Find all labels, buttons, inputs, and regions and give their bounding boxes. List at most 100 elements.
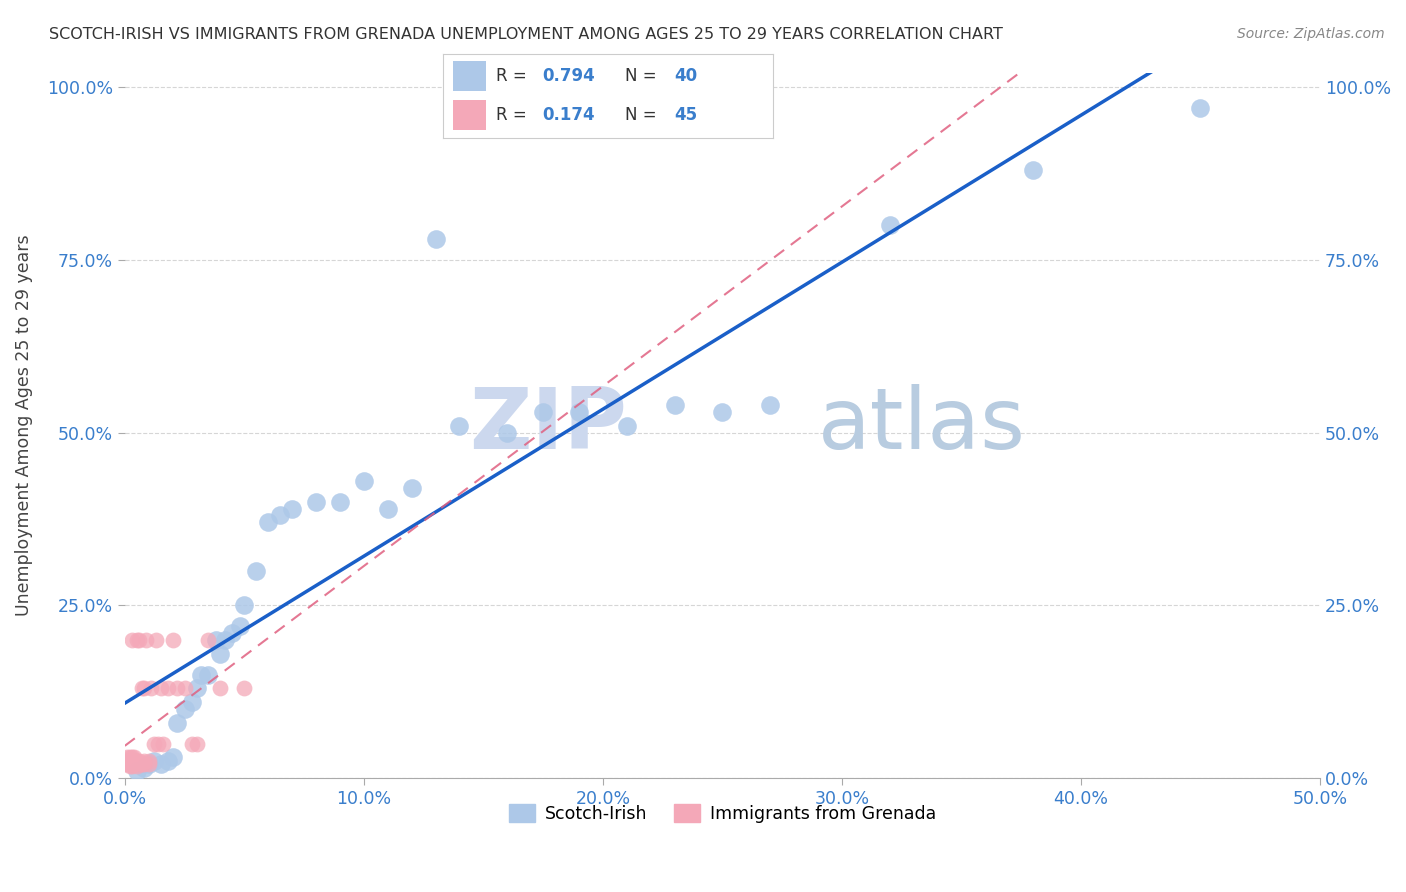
Point bbox=[664, 398, 686, 412]
Point bbox=[214, 632, 236, 647]
Point bbox=[125, 764, 148, 779]
Text: 0.174: 0.174 bbox=[543, 106, 595, 124]
Point bbox=[186, 737, 208, 751]
Point bbox=[711, 405, 734, 419]
Point bbox=[173, 681, 195, 696]
Point bbox=[281, 501, 304, 516]
Point bbox=[759, 398, 782, 412]
FancyBboxPatch shape bbox=[453, 100, 486, 130]
Point bbox=[329, 494, 352, 508]
Point bbox=[166, 681, 188, 696]
Point bbox=[1022, 162, 1045, 177]
Point bbox=[142, 754, 165, 768]
Point bbox=[233, 599, 256, 613]
Point bbox=[121, 754, 143, 768]
Point bbox=[145, 632, 167, 647]
Point bbox=[197, 667, 219, 681]
Point bbox=[1189, 101, 1212, 115]
Text: R =: R = bbox=[496, 106, 531, 124]
Text: N =: N = bbox=[624, 106, 661, 124]
Point bbox=[131, 681, 153, 696]
Point bbox=[156, 681, 179, 696]
Point bbox=[132, 754, 155, 768]
Text: R =: R = bbox=[496, 67, 531, 85]
Point bbox=[115, 754, 138, 768]
Point bbox=[118, 750, 141, 764]
Text: ZIP: ZIP bbox=[470, 384, 627, 467]
Point bbox=[117, 754, 139, 768]
Point bbox=[449, 418, 471, 433]
Point bbox=[531, 405, 554, 419]
Text: atlas: atlas bbox=[818, 384, 1026, 467]
Point bbox=[124, 754, 146, 768]
Point bbox=[124, 750, 146, 764]
Point bbox=[118, 759, 141, 773]
Point bbox=[115, 757, 138, 772]
Point bbox=[180, 737, 202, 751]
Point bbox=[209, 681, 232, 696]
Point bbox=[180, 695, 202, 709]
Point bbox=[121, 759, 143, 773]
Point bbox=[353, 474, 375, 488]
Point bbox=[132, 761, 155, 775]
Point bbox=[269, 508, 291, 523]
Point bbox=[152, 737, 174, 751]
Point bbox=[162, 750, 184, 764]
Point bbox=[204, 632, 226, 647]
Point bbox=[401, 481, 423, 495]
Y-axis label: Unemployment Among Ages 25 to 29 years: Unemployment Among Ages 25 to 29 years bbox=[15, 235, 32, 616]
Point bbox=[173, 702, 195, 716]
Point bbox=[197, 632, 219, 647]
Point bbox=[138, 754, 160, 768]
Point bbox=[156, 754, 179, 768]
Point bbox=[166, 715, 188, 730]
Text: N =: N = bbox=[624, 67, 661, 85]
Point bbox=[496, 425, 519, 440]
Point bbox=[132, 681, 155, 696]
Point bbox=[228, 619, 250, 633]
Point bbox=[118, 756, 141, 770]
Point bbox=[131, 757, 153, 772]
Text: SCOTCH-IRISH VS IMMIGRANTS FROM GRENADA UNEMPLOYMENT AMONG AGES 25 TO 29 YEARS C: SCOTCH-IRISH VS IMMIGRANTS FROM GRENADA … bbox=[49, 27, 1002, 42]
Point bbox=[125, 632, 148, 647]
Text: 40: 40 bbox=[675, 67, 697, 85]
Point bbox=[128, 757, 150, 772]
Point bbox=[245, 564, 267, 578]
Point bbox=[120, 757, 142, 772]
Point bbox=[135, 632, 157, 647]
Point bbox=[128, 754, 150, 768]
Point bbox=[377, 501, 399, 516]
Point bbox=[209, 647, 232, 661]
Point bbox=[879, 218, 901, 232]
Point bbox=[190, 667, 212, 681]
Point bbox=[148, 737, 170, 751]
Point bbox=[616, 418, 638, 433]
Point bbox=[132, 757, 155, 772]
Text: 45: 45 bbox=[675, 106, 697, 124]
Point bbox=[121, 632, 143, 647]
Point bbox=[221, 626, 243, 640]
Point bbox=[162, 632, 184, 647]
Point bbox=[305, 494, 328, 508]
Text: Source: ZipAtlas.com: Source: ZipAtlas.com bbox=[1237, 27, 1385, 41]
Point bbox=[425, 232, 447, 246]
Point bbox=[125, 754, 148, 768]
Point bbox=[138, 757, 160, 772]
Point bbox=[124, 757, 146, 772]
Point bbox=[142, 737, 165, 751]
Point bbox=[233, 681, 256, 696]
Point bbox=[149, 757, 172, 772]
Point bbox=[149, 681, 172, 696]
Point bbox=[138, 757, 160, 772]
Text: 0.794: 0.794 bbox=[543, 67, 595, 85]
FancyBboxPatch shape bbox=[453, 62, 486, 91]
Point bbox=[186, 681, 208, 696]
Point bbox=[125, 759, 148, 773]
Point bbox=[568, 405, 591, 419]
Point bbox=[121, 750, 143, 764]
Point bbox=[128, 632, 150, 647]
Point bbox=[117, 757, 139, 772]
Point bbox=[257, 516, 280, 530]
Point bbox=[139, 681, 162, 696]
Legend: Scotch-Irish, Immigrants from Grenada: Scotch-Irish, Immigrants from Grenada bbox=[502, 797, 943, 830]
